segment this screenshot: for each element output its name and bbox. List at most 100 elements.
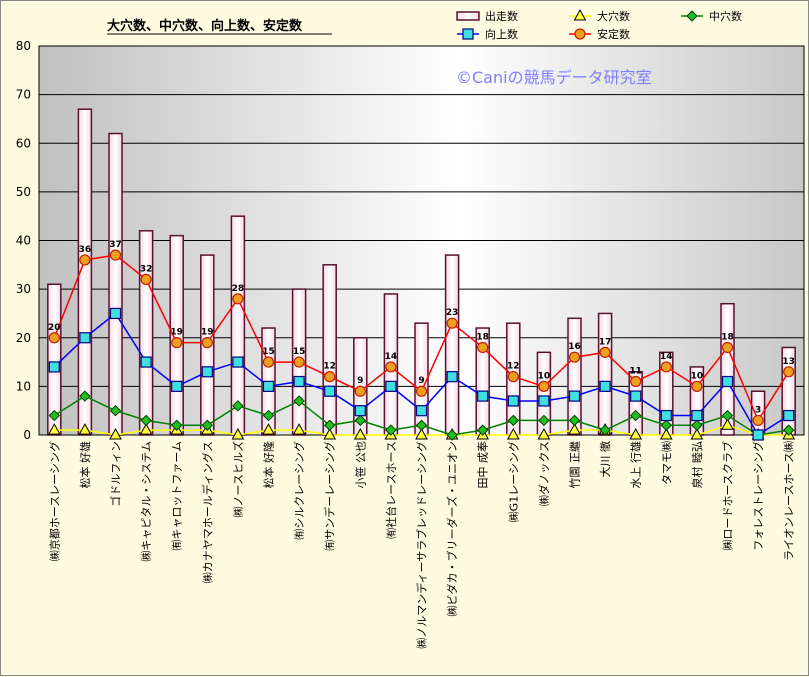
circle-marker [140,273,152,285]
square-marker [79,332,91,344]
diamond-marker [323,419,336,431]
triangle-marker [415,427,428,440]
square-marker [599,380,611,392]
triangle-marker [573,8,587,21]
square-marker [752,429,764,441]
x-category-label: ㈱ノルマンディーサラブレッドレーシング [415,441,429,649]
data-label: 18 [721,332,734,342]
triangle-marker [231,427,245,440]
legend-swatch [456,11,480,21]
circle-marker [324,371,336,383]
circle-marker [752,414,764,427]
triangle-marker [109,427,122,440]
diamond-marker [109,404,122,417]
diamond-marker [262,409,275,422]
diamond-marker [415,419,428,431]
diamond-marker [293,395,305,407]
y-tick-label: 70 [16,88,31,102]
bar [597,312,613,436]
bar [322,264,337,436]
x-category-label: ㈲シルクレーシング [292,441,306,540]
data-label: 18 [476,332,489,342]
data-label: 36 [79,245,92,255]
legend-label: 中穴数 [709,9,742,23]
data-label: 17 [599,337,612,347]
triangle-marker [78,423,92,435]
y-tick-label: 50 [16,185,31,199]
square-marker [630,390,642,402]
diamond-marker [79,390,91,402]
diamond-marker [232,400,244,412]
circle-marker [446,317,458,329]
y-tick-label: 0 [23,428,31,442]
y-tick-label: 30 [16,282,31,296]
data-label: 10 [691,371,704,381]
square-marker [462,28,474,40]
circle-marker [783,366,795,378]
square-marker [507,395,519,407]
triangle-marker [353,427,367,440]
data-labels: 20 36 37 32 19 19 28 15 15 12 9 14 9 23 18 12 10 16 17 11 14… [48,240,795,415]
square-marker [721,375,734,388]
data-label: 14 [660,352,673,362]
square-marker [262,380,275,392]
circle-marker [262,356,275,368]
diamond-marker [691,419,703,431]
diamond-marker [446,429,458,441]
x-category-label: 竹園 正繼 [568,441,582,489]
bar [444,254,460,436]
x-category-label: 大川 徹 [598,441,612,478]
diamond-marker [568,414,581,427]
circle-marker [630,375,642,388]
triangle-marker [139,423,153,435]
data-label: 9 [418,376,424,386]
data-label: 10 [538,371,551,381]
square-marker [783,409,795,422]
x-category-label: タマモ㈱ [660,441,673,485]
square-marker [232,356,244,368]
diamond-marker [140,414,152,427]
diamond-marker [201,419,214,431]
diamond-marker [721,409,734,422]
data-label: 23 [446,308,459,318]
data-label: 32 [140,264,153,274]
data-label: 13 [782,357,795,367]
legend-label: 大穴数 [597,9,630,23]
x-category-label: ㈱ロードホースクラブ [721,441,735,550]
square-marker [171,380,183,392]
triangle-marker [506,427,520,440]
data-label: 16 [568,342,581,352]
triangle-marker [47,423,61,435]
triangle-marker [537,427,551,440]
circle-marker [201,337,213,349]
diamond-marker [507,414,520,427]
y-axis: 0 10 20 30 40 50 60 70 80 [16,39,31,442]
x-category-label: ㈲サンデーレーシング [323,441,337,551]
diamond-marker [476,424,489,436]
bar [720,302,735,436]
diamond-marker [660,419,673,431]
data-label: 9 [357,376,363,386]
x-category-label: 泉村 睦弘 [690,441,704,489]
legend-label: 向上数 [485,27,518,41]
data-label: 11 [629,367,642,377]
circle-marker [171,337,183,349]
x-category-label: ㈱カナヤマホールディングス [200,441,214,583]
bar [47,283,62,436]
y-tick-label: 60 [16,136,31,150]
x-category-label: ㈱ビダカ・ブリーダーズ・ユニオン [445,441,459,616]
circle-marker [721,341,734,354]
series-markers [47,249,796,441]
data-label: 19 [170,328,183,338]
diamond-marker [170,419,183,431]
triangle-marker [659,427,673,440]
diamond-marker [48,409,61,422]
circle-marker [477,341,489,354]
triangle-marker [323,427,337,440]
circle-marker [415,385,428,397]
watermark-text: ©Caniの競馬データ研究室 [456,68,652,87]
data-label: 3 [755,405,761,415]
